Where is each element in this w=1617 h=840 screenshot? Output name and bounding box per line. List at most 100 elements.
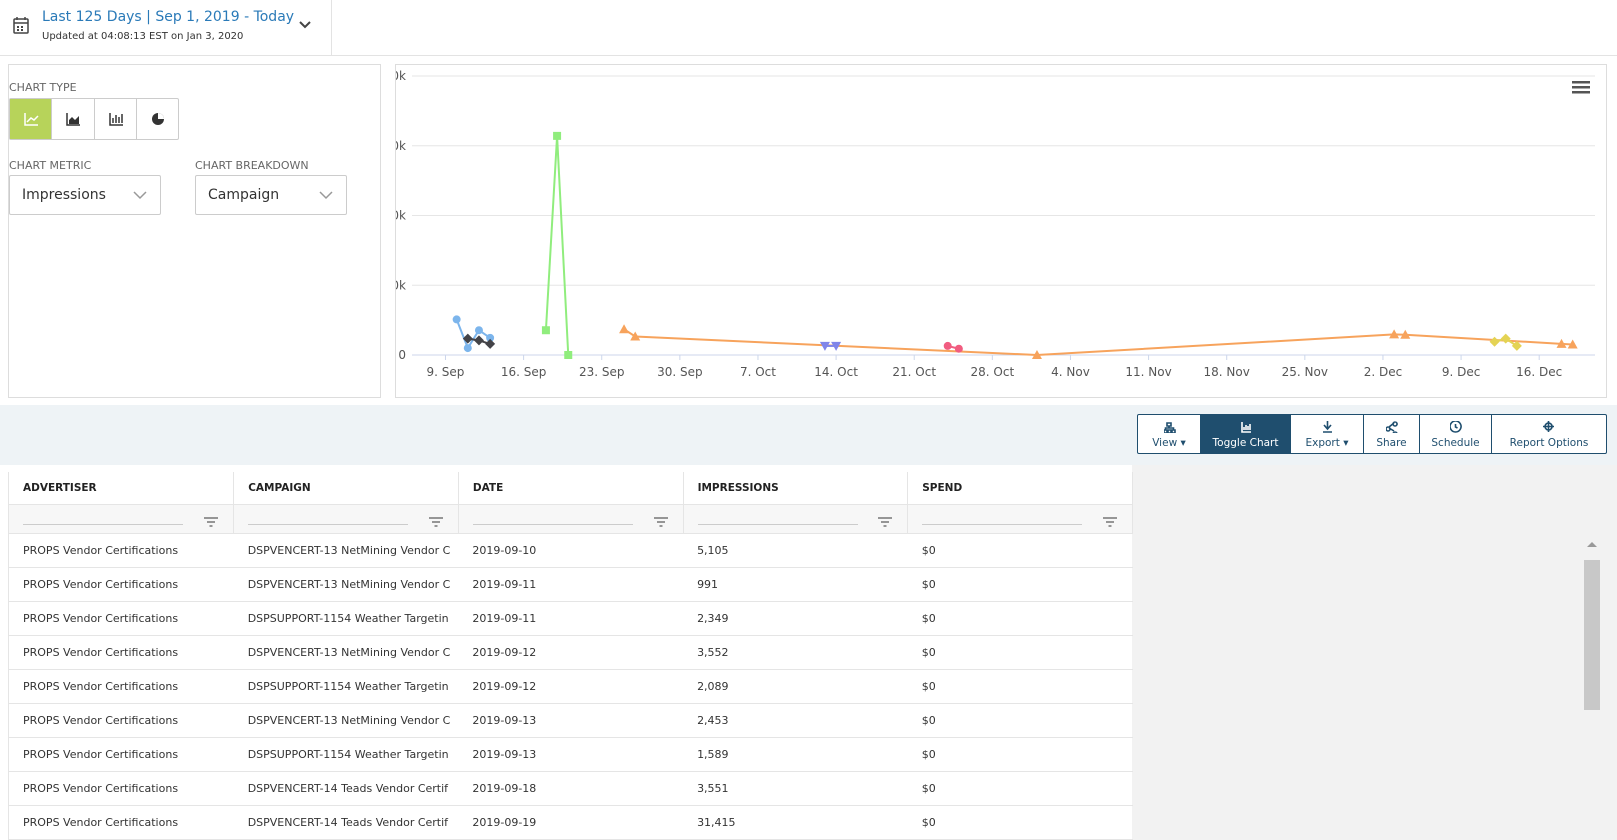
icon-shape xyxy=(1386,421,1398,433)
table-cell: $0 xyxy=(907,601,1133,636)
x-tick-label: 9. Dec xyxy=(1442,365,1480,379)
table-cell: $0 xyxy=(907,805,1133,840)
filter-cell xyxy=(233,504,459,534)
filter-input[interactable] xyxy=(922,510,1083,525)
point xyxy=(954,344,963,353)
point xyxy=(452,315,461,324)
filter-icon[interactable] xyxy=(203,516,219,528)
table-row: PROPS Vendor Certifications DSPVENCERT-14… xyxy=(9,771,1133,806)
table-cell: DSPVENCERT-14 Teads Vendor Certif xyxy=(233,771,459,806)
y-tick-label: 20k xyxy=(396,209,406,223)
point xyxy=(474,326,483,335)
toolbar-button[interactable]: View ▾ xyxy=(1138,415,1201,453)
table-cell: PROPS Vendor Certifications xyxy=(9,567,234,602)
scroll-up[interactable] xyxy=(1582,537,1602,551)
point xyxy=(564,351,573,359)
table-row: PROPS Vendor Certifications DSPVENCERT-13… xyxy=(9,533,1133,568)
x-tick-label: 4. Nov xyxy=(1051,365,1090,379)
x-tick-label: 23. Sep xyxy=(579,365,625,379)
chart-breakdown-value: Campaign xyxy=(208,187,280,203)
table-cell: DSPVENCERT-13 NetMining Vendor C xyxy=(233,703,459,738)
table-cell: PROPS Vendor Certifications xyxy=(9,771,234,806)
toolbar-icon xyxy=(1450,421,1462,433)
table-cell: 2,089 xyxy=(683,669,908,704)
toolbar-button[interactable]: Export ▾ xyxy=(1291,415,1364,453)
table-cell: PROPS Vendor Certifications xyxy=(9,737,234,772)
column-header[interactable]: SPEND xyxy=(907,472,1133,505)
point xyxy=(831,341,842,351)
table-row: PROPS Vendor Certifications DSPVENCERT-14… xyxy=(9,805,1133,840)
table-cell: $0 xyxy=(907,567,1133,602)
dropdown-caret[interactable] xyxy=(298,20,312,30)
chart-type-group xyxy=(9,98,179,140)
filter-row xyxy=(9,504,1133,534)
column-header[interactable]: ADVERTISER xyxy=(9,472,235,505)
table-cell: 2019-09-10 xyxy=(458,533,684,568)
table-cell: $0 xyxy=(907,533,1133,568)
table-cell: DSPSUPPORT-1154 Weather Targetin xyxy=(233,737,459,772)
point xyxy=(463,344,472,353)
table-cell: 5,105 xyxy=(683,533,908,568)
table-cell: $0 xyxy=(907,703,1133,738)
filter-icon[interactable] xyxy=(1102,516,1118,528)
column-header[interactable]: DATE xyxy=(458,472,684,505)
table-row: PROPS Vendor Certifications DSPVENCERT-13… xyxy=(9,567,1133,602)
column-header[interactable]: IMPRESSIONS xyxy=(683,472,909,505)
filter-icon[interactable] xyxy=(877,516,893,528)
filter-input[interactable] xyxy=(697,510,858,525)
date-range[interactable]: Last 125 Days | Sep 1, 2019 - Today xyxy=(42,9,295,25)
table-cell: PROPS Vendor Certifications xyxy=(9,703,234,738)
point xyxy=(1500,333,1511,344)
x-tick-label: 16. Dec xyxy=(1516,365,1562,379)
x-tick-label: 9. Sep xyxy=(427,365,465,379)
table-cell: 2019-09-13 xyxy=(458,737,684,772)
series-line xyxy=(544,135,570,356)
filter-input[interactable] xyxy=(23,510,183,525)
table-cell: 31,415 xyxy=(683,805,908,840)
table-cell: 2019-09-19 xyxy=(458,805,684,840)
column-header[interactable]: CAMPAIGN xyxy=(233,472,459,505)
chart-breakdown-label: CHART BREAKDOWN xyxy=(195,159,309,172)
table-cell: 2019-09-18 xyxy=(458,771,684,806)
icon-shape xyxy=(1163,422,1176,433)
y-tick-label: 40k xyxy=(396,69,406,83)
chart-metric-select[interactable]: Impressions xyxy=(9,175,161,215)
area-chart-button[interactable] xyxy=(51,99,93,139)
point xyxy=(462,333,473,344)
chart-settings: CHART TYPE CHART METRIC Impressions CHAR… xyxy=(8,64,381,398)
scrollbar[interactable] xyxy=(1582,536,1602,840)
toolbar-button[interactable]: Report Options xyxy=(1492,415,1606,453)
chart-menu-icon[interactable] xyxy=(1572,81,1590,94)
x-tick-label: 25. Nov xyxy=(1282,365,1328,379)
x-tick-label: 28. Oct xyxy=(971,365,1015,379)
point xyxy=(619,324,630,334)
table-row: PROPS Vendor Certifications DSPVENCERT-13… xyxy=(9,635,1133,670)
select-caret xyxy=(133,191,147,200)
table-cell: $0 xyxy=(907,771,1133,806)
chart: 0 10k 20k 30k 40k 9. Sep 16. Sep 23. Sep 30. Sep… xyxy=(384,69,1595,379)
toolbar: View ▾ Toggle Chart Export ▾ Share Schedule R… xyxy=(1137,414,1607,454)
filter-input[interactable] xyxy=(248,510,409,525)
toolbar-button[interactable]: Schedule xyxy=(1420,415,1492,453)
table-cell: $0 xyxy=(907,635,1133,670)
point xyxy=(1556,338,1567,348)
chart-breakdown-select[interactable]: Campaign xyxy=(195,175,347,215)
filter-icon[interactable] xyxy=(428,516,444,528)
point xyxy=(1031,350,1042,359)
line-chart-button[interactable] xyxy=(10,99,52,139)
filter-input[interactable] xyxy=(472,510,633,525)
filter-icon[interactable] xyxy=(653,516,669,528)
toolbar-button[interactable]: Share xyxy=(1364,415,1420,453)
calendar-icon xyxy=(13,17,29,34)
chart-metric-label: CHART METRIC xyxy=(9,159,92,172)
table-cell: 2019-09-13 xyxy=(458,703,684,738)
table-cell: 3,551 xyxy=(683,771,908,806)
toolbar-label: Report Options xyxy=(1509,437,1589,449)
bar-chart-button[interactable] xyxy=(93,99,136,139)
toolbar-button[interactable]: Toggle Chart xyxy=(1201,415,1291,453)
caret: ▾ xyxy=(1177,437,1186,449)
scroll-thumb[interactable] xyxy=(1584,560,1600,710)
pie-chart-button[interactable] xyxy=(135,99,178,139)
table-cell: PROPS Vendor Certifications xyxy=(9,601,234,636)
